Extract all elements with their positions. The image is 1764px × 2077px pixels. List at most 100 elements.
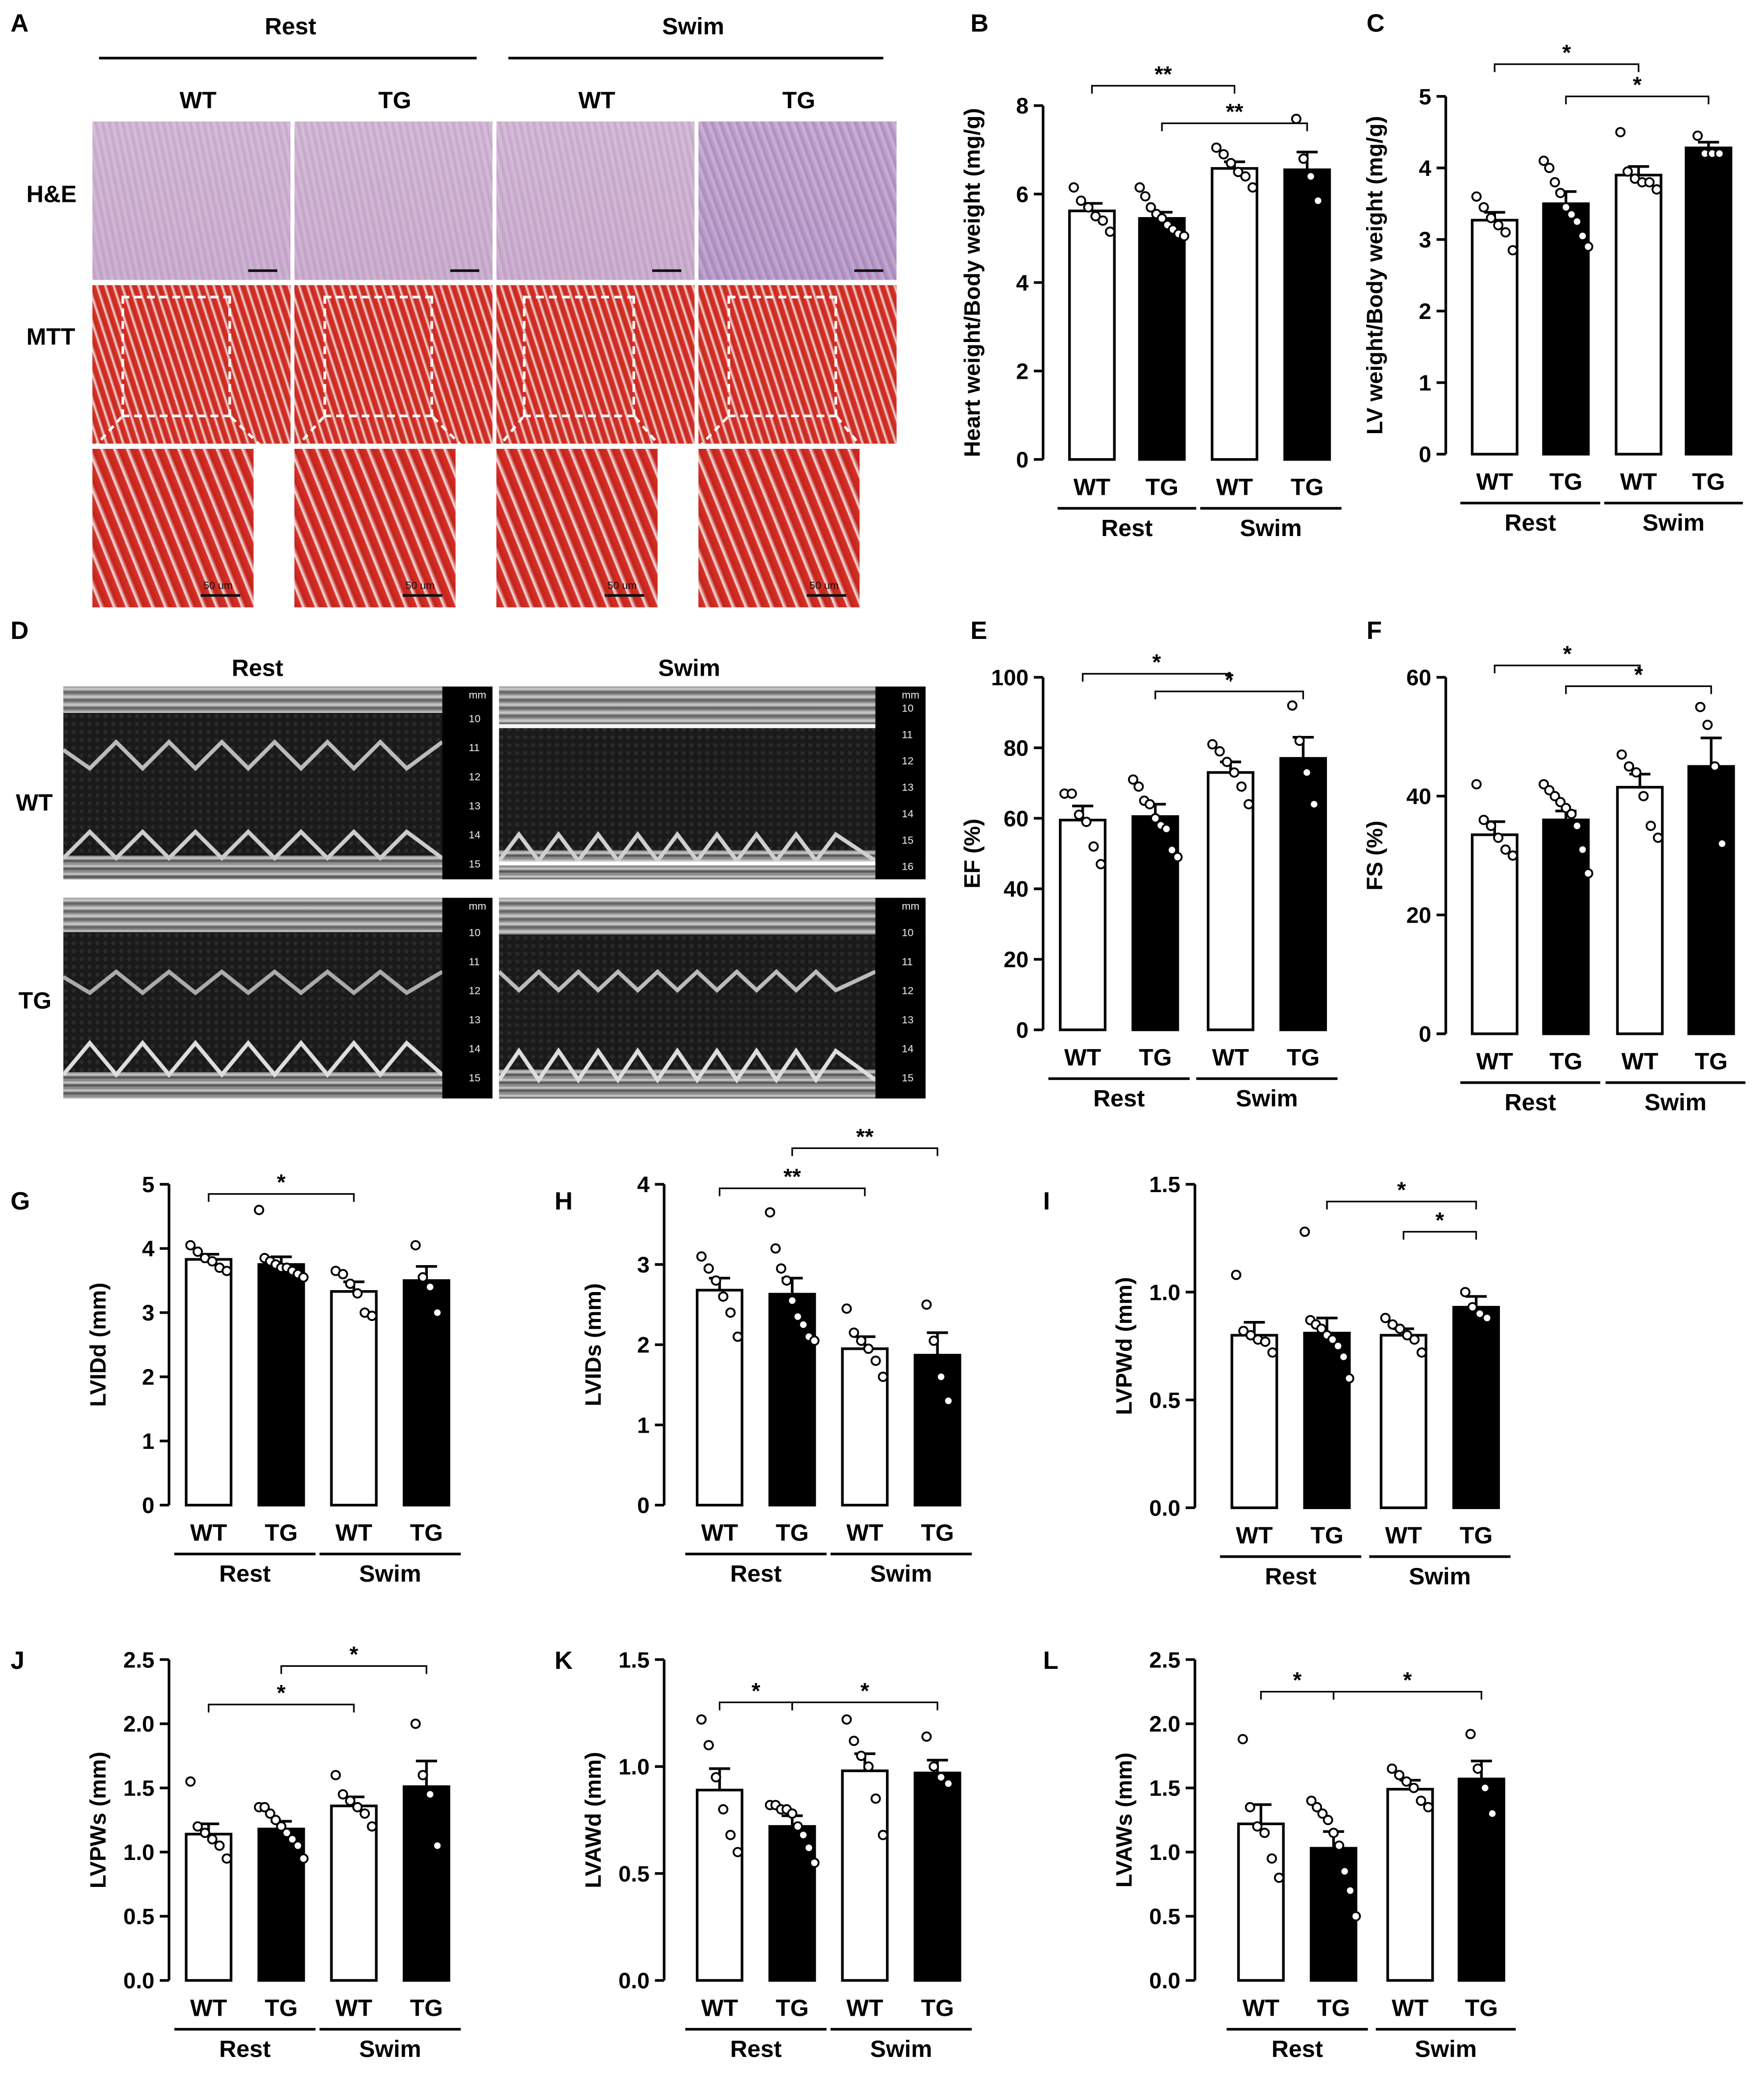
chart-l-group-label: Rest — [1272, 2036, 1323, 2062]
mtt-zoom-tg-swim: 50 um — [698, 449, 860, 608]
chart-h-data-point — [809, 1335, 820, 1346]
chart-g-bar — [257, 1263, 305, 1507]
chart-k-data-point — [804, 1842, 814, 1853]
chart-j-significance-bracket — [280, 1665, 427, 1674]
chart-f-group-label: Swim — [1644, 1089, 1707, 1116]
chart-l-data-point — [1416, 1795, 1426, 1806]
echo-ruler: mm 10 11 12 13 14 15 — [875, 898, 926, 1099]
chart-i-data-point — [1344, 1373, 1354, 1384]
chart-h-data-point — [870, 1355, 881, 1366]
chart-f-ylabel: FS (%) — [1362, 821, 1387, 890]
chart-f-data-point — [1471, 779, 1482, 790]
chart-i-data-point — [1231, 1270, 1242, 1280]
chart-f-data-point — [1500, 844, 1511, 855]
mtt-image-wt-swim — [496, 285, 695, 444]
chart-e-xtick-label: WT — [1064, 1045, 1102, 1071]
chart-j-data-point — [330, 1770, 341, 1781]
chart-c-ytick-label: 5 — [1419, 84, 1431, 109]
chart-h-significance-bracket — [791, 1147, 938, 1156]
chart-i-data-point — [1409, 1334, 1420, 1345]
chart-l-bar — [1237, 1822, 1285, 1982]
chart-f-xtick-label: TG — [1549, 1049, 1582, 1075]
chart-f-ytick-label: 20 — [1406, 903, 1431, 928]
chart-f-ytick-label: 0 — [1419, 1022, 1431, 1047]
chart-l-ytick-label: 0.5 — [1149, 1904, 1180, 1929]
chart-c-data-point — [1500, 227, 1511, 238]
chart-e-data-point — [1294, 735, 1305, 746]
chart-g-group-label: Rest — [219, 1561, 270, 1587]
chart-b-bar — [1283, 168, 1331, 461]
chart-h-bar — [696, 1289, 744, 1507]
chart-l-data-point — [1339, 1866, 1350, 1877]
chart-c-data-point — [1622, 166, 1633, 177]
chart-l-bar — [1386, 1787, 1434, 1982]
chart-j-data-point — [352, 1802, 363, 1812]
chart-b-ytick-label: 8 — [1016, 94, 1029, 119]
panel-a-col-wt-rest: WT — [179, 87, 217, 114]
chart-c-ytick-label: 2 — [1419, 299, 1431, 324]
chart-h-data-point — [733, 1331, 743, 1342]
chart-k-ytick-label: 0.5 — [618, 1861, 650, 1886]
chart-l-ytick-label: 1.0 — [1149, 1840, 1180, 1865]
chart-l-ytick-label: 2.5 — [1149, 1647, 1180, 1672]
chart-b-group-label: Rest — [1101, 515, 1152, 541]
chart-g-data-point — [338, 1269, 348, 1279]
chart-g-data-point — [352, 1288, 363, 1299]
chart-j-group-label: Swim — [359, 2036, 421, 2062]
chart-c-xtick-label: WT — [1476, 469, 1514, 495]
chart-b-ylabel: Heart weight/Body weight (mg/g) — [959, 108, 984, 457]
chart-k-xtick-label: WT — [846, 1995, 883, 2022]
chart-i-data-point — [1260, 1336, 1271, 1347]
chart-c-data-point — [1493, 220, 1504, 231]
panel-d-group-rest: Rest — [231, 655, 283, 682]
panel-letter-e: E — [970, 618, 987, 646]
chart-f-data-point — [1653, 832, 1664, 843]
chart-j-ytick-label: 1.0 — [123, 1840, 155, 1865]
he-image-tg-swim — [698, 121, 897, 280]
chart-c-significance-bracket — [1494, 63, 1640, 73]
chart-j-xtick-label: TG — [410, 1995, 443, 2022]
chart-h-data-point — [841, 1303, 852, 1314]
chart-e-bar — [1206, 771, 1254, 1031]
chart-b-data-point — [1240, 171, 1251, 182]
chart-g-xtick-label: WT — [335, 1520, 372, 1546]
chart-f-data-point — [1638, 791, 1649, 802]
chart-c-data-point — [1561, 202, 1571, 213]
panel-d-row-tg: TG — [18, 987, 52, 1014]
chart-k-group-label: Swim — [870, 2036, 932, 2062]
chart-b-data-point — [1146, 202, 1156, 213]
chart-e-data-point — [1150, 813, 1161, 824]
chart-j-data-point — [259, 1802, 270, 1812]
chart-e-data-point — [1081, 816, 1092, 827]
chart-j-ytick-label: 1.5 — [123, 1776, 155, 1801]
chart-g-data-point — [410, 1240, 421, 1250]
chart-f-data-point — [1617, 749, 1627, 760]
chart-c-data-point — [1486, 213, 1496, 223]
chart-k-data-point — [787, 1808, 798, 1819]
chart-e-xtick-label: TG — [1139, 1045, 1172, 1071]
chart-b-data-point — [1211, 142, 1222, 153]
chart-j-data-point — [338, 1789, 348, 1800]
panel-letter-h: H — [554, 1188, 573, 1216]
chart-k-group-label: Rest — [730, 2036, 782, 2062]
chart-h-group-label: Swim — [870, 1561, 932, 1587]
chart-h-ytick-label: 2 — [637, 1333, 649, 1358]
chart-g-group-label: Swim — [359, 1561, 421, 1587]
chart-j-data-point — [207, 1834, 218, 1845]
chart-j-data-point — [281, 1828, 292, 1838]
chart-h-ytick-label: 1 — [637, 1413, 649, 1438]
chart-f-data-point — [1645, 820, 1656, 831]
chart-g-data-point — [367, 1311, 377, 1321]
panel-letter-b: B — [970, 10, 989, 39]
chart-h-ytick-label: 4 — [637, 1172, 650, 1197]
chart-g-data-point — [254, 1204, 265, 1215]
chart-e-data-point — [1287, 700, 1298, 711]
chart-l-data-point — [1387, 1763, 1397, 1774]
chart-h-data-point — [710, 1275, 721, 1286]
chart-k-data-point — [921, 1731, 932, 1742]
chart-b-data-point — [1098, 215, 1108, 226]
panel-a-rest-rule — [99, 56, 477, 60]
panel-letter-j: J — [10, 1647, 25, 1676]
chart-h-data-point — [781, 1275, 792, 1286]
